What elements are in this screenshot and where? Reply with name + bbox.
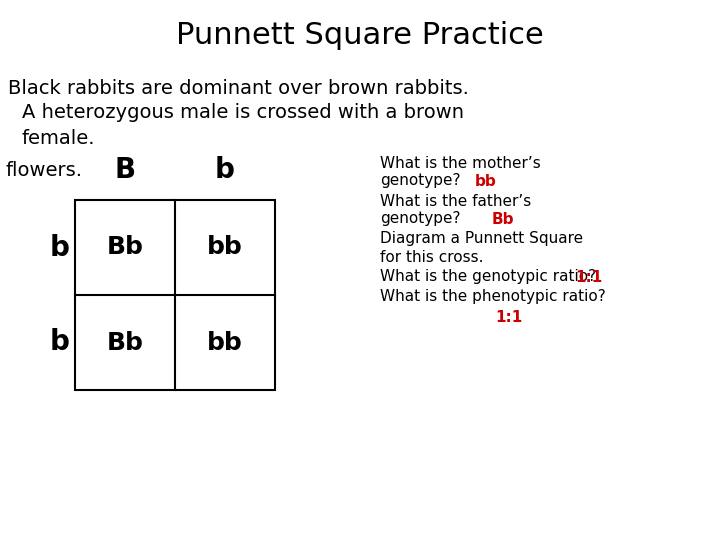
Text: What is the mother’s: What is the mother’s: [380, 156, 541, 171]
Text: What is the father’s: What is the father’s: [380, 193, 531, 208]
Text: Bb: Bb: [107, 235, 143, 260]
Text: What is the genotypic ratio?: What is the genotypic ratio?: [380, 269, 596, 285]
Text: bb: bb: [207, 235, 243, 260]
Text: b: b: [215, 156, 235, 184]
Text: What is the phenotypic ratio?: What is the phenotypic ratio?: [380, 289, 606, 305]
Text: Diagram a Punnett Square: Diagram a Punnett Square: [380, 232, 583, 246]
Text: Bb: Bb: [107, 330, 143, 354]
Text: for this cross.: for this cross.: [380, 249, 484, 265]
Text: A heterozygous male is crossed with a brown: A heterozygous male is crossed with a br…: [22, 104, 464, 123]
Text: B: B: [114, 156, 135, 184]
Text: bb: bb: [207, 330, 243, 354]
Text: 1:1: 1:1: [495, 309, 522, 325]
Bar: [75, 200, 275, 390]
Text: 1:1: 1:1: [575, 269, 602, 285]
Text: Black rabbits are dominant over brown rabbits.: Black rabbits are dominant over brown ra…: [8, 78, 469, 98]
Text: Bb: Bb: [492, 212, 515, 226]
Text: b: b: [50, 233, 70, 261]
Text: b: b: [50, 328, 70, 356]
Text: genotype?: genotype?: [380, 212, 461, 226]
Text: flowers.: flowers.: [5, 160, 82, 179]
Text: genotype?: genotype?: [380, 173, 461, 188]
Text: Punnett Square Practice: Punnett Square Practice: [176, 21, 544, 50]
Text: female.: female.: [22, 129, 96, 147]
Text: bb: bb: [475, 173, 497, 188]
